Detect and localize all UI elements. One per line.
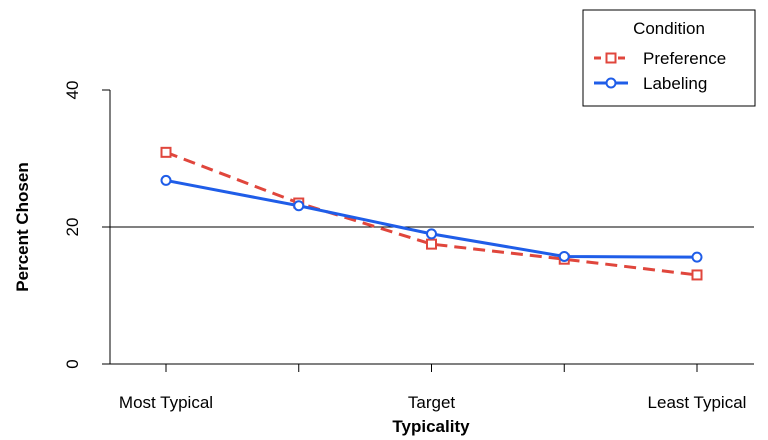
- legend-title: Condition: [633, 19, 705, 38]
- y-tick-label: 40: [63, 81, 82, 100]
- series-labeling: [160, 174, 703, 263]
- data-point: [160, 146, 172, 158]
- series-line: [165, 150, 698, 277]
- legend-item-labeling: Labeling: [594, 74, 707, 93]
- x-axis-title: Typicality: [392, 417, 470, 436]
- y-tick-label: 20: [63, 218, 82, 237]
- series-preference: [160, 146, 703, 281]
- legend-marker: [605, 52, 617, 64]
- x-ticks: Most Typical Target Least Typical: [119, 364, 747, 412]
- y-tick-label: 0: [63, 359, 82, 368]
- data-point: [691, 251, 703, 263]
- x-tick-label: Least Typical: [648, 393, 747, 412]
- legend-label: Preference: [643, 49, 726, 68]
- data-point: [558, 250, 570, 262]
- x-tick-label: Target: [408, 393, 456, 412]
- legend-label: Labeling: [643, 74, 707, 93]
- y-axis-title: Percent Chosen: [13, 162, 32, 291]
- legend-marker: [605, 77, 617, 89]
- legend: Condition Preference Labeling: [582, 9, 756, 107]
- legend-item-preference: Preference: [594, 49, 726, 68]
- data-point: [426, 238, 437, 250]
- y-ticks: 0 20 40: [63, 81, 110, 369]
- data-point: [691, 269, 703, 281]
- legend-items: Preference Labeling: [594, 49, 726, 93]
- data-point: [160, 174, 172, 186]
- series-layer: [160, 146, 703, 281]
- data-point: [293, 200, 305, 212]
- data-point: [426, 228, 437, 240]
- x-tick-label: Most Typical: [119, 393, 213, 412]
